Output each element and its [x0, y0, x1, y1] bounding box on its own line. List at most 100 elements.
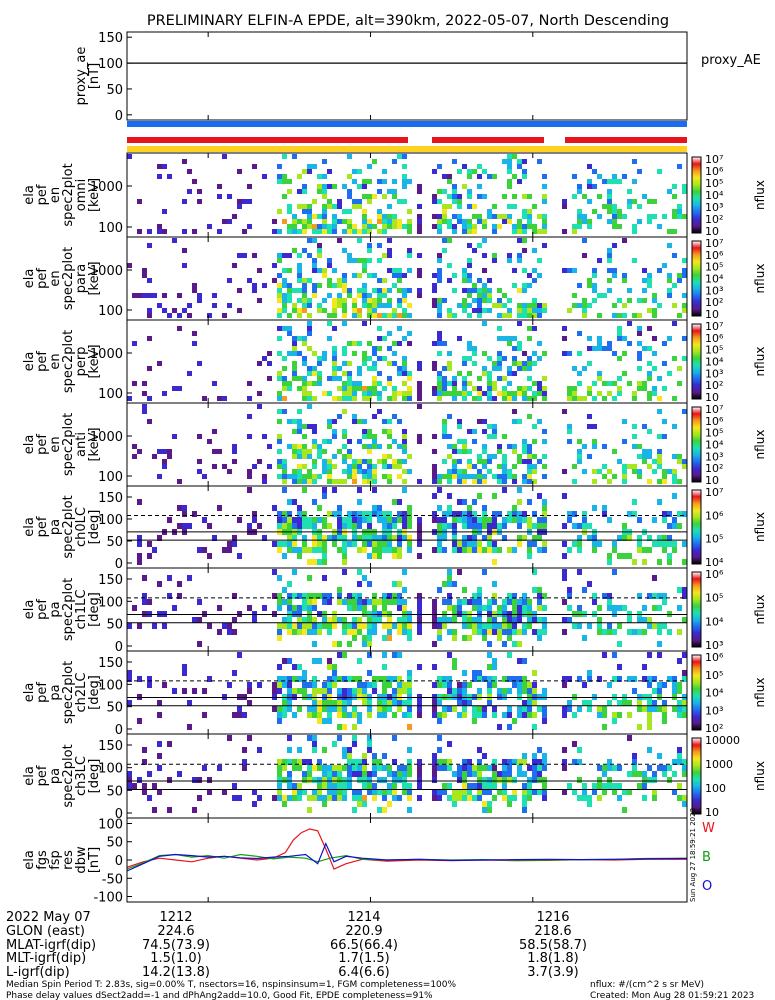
heatmap-cell — [647, 283, 652, 288]
heatmap-cell — [487, 676, 492, 682]
heatmap-cell — [282, 676, 287, 682]
heatmap-cell — [572, 366, 577, 371]
heatmap-cell — [327, 658, 332, 664]
heatmap-cell — [302, 479, 307, 484]
heatmap-cell — [327, 617, 332, 623]
heatmap-cell — [332, 676, 337, 682]
heatmap-cell — [152, 623, 157, 629]
heatmap-cell — [587, 184, 592, 189]
heatmap-cell — [602, 629, 607, 635]
heatmap-cell — [397, 682, 402, 688]
heatmap-cell — [677, 381, 682, 386]
heatmap-cell — [517, 641, 522, 647]
heatmap-cell — [502, 219, 507, 224]
heatmap-cell — [397, 688, 402, 694]
heatmap-cell — [227, 469, 232, 474]
heatmap-cell — [342, 313, 347, 318]
heatmap-cell — [282, 283, 287, 288]
heatmap-cell — [277, 541, 282, 547]
heatmap-cell — [392, 351, 397, 356]
heatmap-cell — [417, 706, 422, 712]
heatmap-cell — [607, 258, 612, 263]
heatmap-cell — [532, 313, 537, 318]
heatmap-cell — [472, 346, 477, 351]
heatmap-cell — [372, 682, 377, 688]
ephem-value: 58.5(58.7) — [519, 938, 587, 953]
heatmap-cell — [487, 523, 492, 529]
heatmap-cell — [347, 753, 352, 759]
heatmap-cell — [612, 547, 617, 553]
heatmap-cell — [402, 523, 407, 529]
heatmap-cell — [417, 434, 422, 439]
heatmap-cell — [447, 179, 452, 184]
heatmap-cell — [287, 623, 292, 629]
heatmap-cell — [517, 258, 522, 263]
heatmap-cell — [132, 381, 137, 386]
heatmap-cell — [182, 670, 187, 676]
heatmap-cell — [632, 224, 637, 229]
heatmap-cell — [277, 605, 282, 611]
heatmap-cell — [662, 706, 667, 712]
heatmap-cell — [587, 700, 592, 706]
heatmap-cell — [232, 444, 237, 449]
heatmap-cell — [212, 293, 217, 298]
heatmap-cell — [387, 789, 392, 795]
heatmap-cell — [397, 771, 402, 777]
heatmap-cell — [532, 326, 537, 331]
heatmap-cell — [677, 753, 682, 759]
ephem-value: 3.7(3.9) — [527, 965, 579, 980]
heatmap-cell — [177, 771, 182, 777]
heatmap-cell — [647, 479, 652, 484]
heatmap-cell — [522, 795, 527, 801]
heatmap-cell — [672, 253, 677, 258]
heatmap-cell — [522, 303, 527, 308]
heatmap-cell — [542, 174, 547, 179]
heatmap-cell — [162, 308, 167, 313]
heatmap-cell — [482, 298, 487, 303]
heatmap-cell — [477, 308, 482, 313]
heatmap-cell — [317, 718, 322, 724]
heatmap-cell — [472, 629, 477, 635]
heatmap-cell — [362, 541, 367, 547]
heatmap-cell — [342, 429, 347, 434]
heatmap-cell — [362, 209, 367, 214]
heatmap-cell — [312, 381, 317, 386]
heatmap-cell — [287, 541, 292, 547]
heatmap-cell — [202, 765, 207, 771]
heatmap-cell — [447, 682, 452, 688]
heatmap-cell — [497, 356, 502, 361]
heatmap-cell — [527, 688, 532, 694]
heatmap-cell — [467, 464, 472, 469]
heatmap-cell — [407, 248, 412, 253]
heatmap-cell — [662, 682, 667, 688]
heatmap-cell — [632, 629, 637, 635]
heatmap-cell — [622, 174, 627, 179]
panel-ylabel-line: spec2plot — [61, 163, 76, 226]
heatmap-cell — [637, 617, 642, 623]
heatmap-cell — [662, 517, 667, 523]
heatmap-cell — [417, 795, 422, 801]
panel-ylabel-line: spec2plot — [61, 247, 76, 310]
heatmap-cell — [202, 712, 207, 718]
heatmap-cell — [307, 547, 312, 553]
colorbar-tick-label: 10 — [705, 225, 719, 238]
heatmap-cell — [492, 366, 497, 371]
heatmap-cell — [647, 376, 652, 381]
heatmap-cell — [372, 346, 377, 351]
heatmap-cell — [357, 487, 362, 493]
heatmap-cell — [222, 313, 227, 318]
heatmap-cell — [382, 547, 387, 553]
heatmap-cell — [377, 219, 382, 224]
heatmap-cell — [542, 505, 547, 511]
heatmap-cell — [357, 623, 362, 629]
heatmap-cell — [512, 356, 517, 361]
heatmap-cell — [382, 807, 387, 813]
heatmap-cell — [317, 189, 322, 194]
heatmap-cell — [137, 777, 142, 783]
heatmap-cell — [347, 599, 352, 605]
heatmap-cell — [337, 771, 342, 777]
heatmap-cell — [152, 293, 157, 298]
heatmap-cell — [382, 753, 387, 759]
heatmap-cell — [277, 718, 282, 724]
heatmap-cell — [462, 219, 467, 224]
